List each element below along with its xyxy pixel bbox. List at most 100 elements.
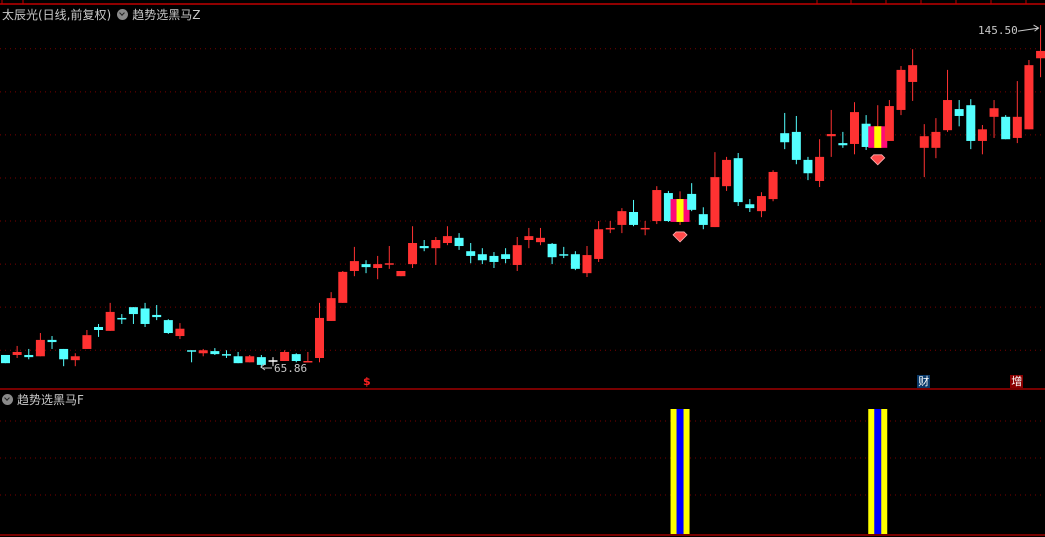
candle-body bbox=[838, 143, 848, 146]
candle-body bbox=[187, 350, 197, 352]
candle-body bbox=[570, 254, 580, 269]
candle-body bbox=[59, 348, 69, 360]
candle-body bbox=[605, 227, 615, 230]
candle-body bbox=[152, 314, 162, 318]
candle-body bbox=[384, 263, 394, 265]
candle-body bbox=[849, 112, 859, 144]
candle-body bbox=[1024, 65, 1034, 130]
candle-body bbox=[163, 320, 173, 334]
candle-body bbox=[175, 328, 185, 337]
candle-body bbox=[454, 237, 464, 247]
candle-body bbox=[710, 177, 720, 228]
event-marker-red-text[interactable]: $ bbox=[363, 375, 371, 388]
candle-body bbox=[489, 255, 499, 262]
candle-body bbox=[791, 131, 801, 160]
candle-body bbox=[524, 236, 534, 240]
candle-body bbox=[303, 361, 313, 363]
candle-body bbox=[780, 133, 790, 143]
candle-body bbox=[815, 156, 825, 181]
candle-body bbox=[663, 193, 673, 222]
candle-body bbox=[722, 159, 732, 187]
candle-body bbox=[1001, 116, 1011, 140]
candle-body bbox=[977, 129, 987, 141]
candle-body bbox=[47, 339, 57, 343]
low-arrow-icon bbox=[260, 363, 272, 371]
high-price-label: 145.50 bbox=[978, 24, 1018, 37]
candle-body bbox=[373, 264, 383, 268]
indicator-menu-chevron-icon[interactable] bbox=[117, 9, 129, 20]
candle-body bbox=[210, 351, 220, 355]
candle-body bbox=[396, 271, 406, 277]
candle-body bbox=[966, 105, 976, 141]
signal-bar-core bbox=[676, 409, 684, 534]
candle-body bbox=[547, 243, 557, 258]
candle-body bbox=[861, 123, 871, 147]
high-arrow-icon bbox=[1017, 24, 1040, 32]
low-price-label: 65.86 bbox=[274, 362, 308, 375]
candle-body bbox=[431, 239, 441, 249]
candle-body bbox=[408, 243, 418, 265]
event-marker-red-box[interactable]: 增 bbox=[1010, 375, 1024, 388]
candle-body bbox=[629, 212, 639, 225]
candle-body bbox=[466, 251, 476, 256]
candle-body bbox=[315, 317, 325, 358]
candle-body bbox=[919, 136, 929, 148]
candle-body bbox=[733, 158, 743, 203]
signal-highlight-core bbox=[874, 126, 882, 148]
sub-indicator-chevron-icon[interactable] bbox=[2, 394, 13, 405]
candle-body bbox=[82, 335, 92, 349]
event-marker-blue-box[interactable]: 财 bbox=[917, 375, 931, 388]
signal-highlight-core bbox=[676, 199, 684, 222]
candle-body bbox=[535, 237, 545, 243]
candle-body bbox=[1, 354, 10, 364]
candle-body bbox=[756, 196, 766, 212]
candle-body bbox=[943, 100, 953, 131]
candle-body bbox=[582, 255, 592, 274]
sub-panel-header: 趋势选黑马F bbox=[0, 391, 84, 408]
candle-body bbox=[640, 227, 650, 230]
candle-body bbox=[652, 190, 662, 222]
candle-body bbox=[477, 254, 487, 261]
candle-body bbox=[954, 109, 964, 116]
candle-body bbox=[35, 339, 45, 357]
candle-body bbox=[687, 193, 697, 210]
candle-body bbox=[989, 108, 999, 117]
candle-body bbox=[349, 261, 359, 272]
candle-body bbox=[233, 356, 243, 364]
candle-body bbox=[280, 351, 290, 362]
candle-body bbox=[826, 134, 836, 137]
candle-body bbox=[768, 171, 778, 200]
candle-body bbox=[1012, 116, 1022, 138]
candle-body bbox=[245, 356, 255, 363]
main-indicator-name[interactable]: 趋势选黑马Z bbox=[132, 8, 201, 22]
stock-title: 太辰光(日线,前复权) bbox=[2, 8, 112, 22]
candle-body bbox=[745, 204, 755, 209]
candle-body bbox=[361, 264, 371, 268]
candle-body bbox=[803, 159, 813, 174]
candle-body bbox=[117, 317, 127, 320]
candle-body bbox=[24, 354, 34, 358]
candle-body bbox=[94, 326, 104, 331]
candle-body bbox=[12, 351, 22, 355]
candle-body bbox=[256, 357, 266, 365]
candle-body bbox=[908, 65, 918, 82]
candle-body bbox=[594, 229, 604, 259]
candle-body bbox=[291, 354, 301, 362]
candle-body bbox=[931, 131, 941, 148]
candle-body bbox=[698, 214, 708, 225]
candle-body bbox=[70, 356, 80, 361]
candle-body bbox=[501, 254, 511, 259]
candle-body bbox=[512, 245, 522, 265]
candle-body bbox=[442, 236, 452, 244]
candle-body bbox=[559, 254, 569, 256]
candle-body bbox=[140, 308, 150, 324]
sub-indicator-name[interactable]: 趋势选黑马F bbox=[17, 393, 84, 407]
candle-body bbox=[326, 298, 336, 321]
candle-body bbox=[198, 350, 208, 354]
chart-header: 太辰光(日线,前复权) 趋势选黑马Z bbox=[2, 6, 200, 23]
diamond-icon bbox=[870, 154, 886, 166]
candle-body bbox=[221, 354, 231, 356]
candle-body bbox=[105, 311, 115, 331]
candle-body bbox=[128, 307, 138, 315]
